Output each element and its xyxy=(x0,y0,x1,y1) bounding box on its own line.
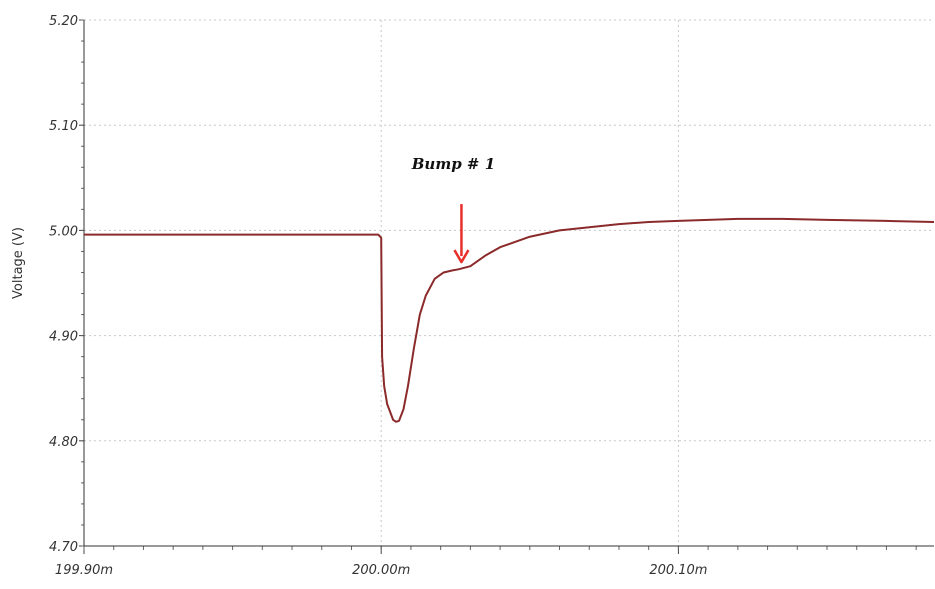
y-tick-label: 4.70 xyxy=(49,540,78,555)
axes: 4.70 4.80 4.90 5.00 5.10 5.20 199.90m 200.00m 20… xyxy=(49,14,934,578)
y-tick-label: 5.20 xyxy=(49,14,78,29)
annotation-arrow-head xyxy=(453,249,470,264)
y-axis-title: Voltage (V) xyxy=(11,227,26,299)
annotations: Bump # 1 xyxy=(411,155,495,264)
annotation-label: Bump # 1 xyxy=(411,155,495,173)
series-line xyxy=(84,217,935,423)
y-tick-label: 4.80 xyxy=(49,435,78,450)
y-tick-label: 4.90 xyxy=(49,330,78,345)
x-tick-label: 200.00m xyxy=(352,563,410,578)
y-tick-label: 5.00 xyxy=(49,224,78,239)
grid xyxy=(84,19,934,546)
x-tick-label: 200.10m xyxy=(649,563,707,578)
y-tick-label: 5.10 xyxy=(49,119,78,134)
series xyxy=(84,217,935,423)
x-tick-label: 199.90m xyxy=(55,563,113,578)
